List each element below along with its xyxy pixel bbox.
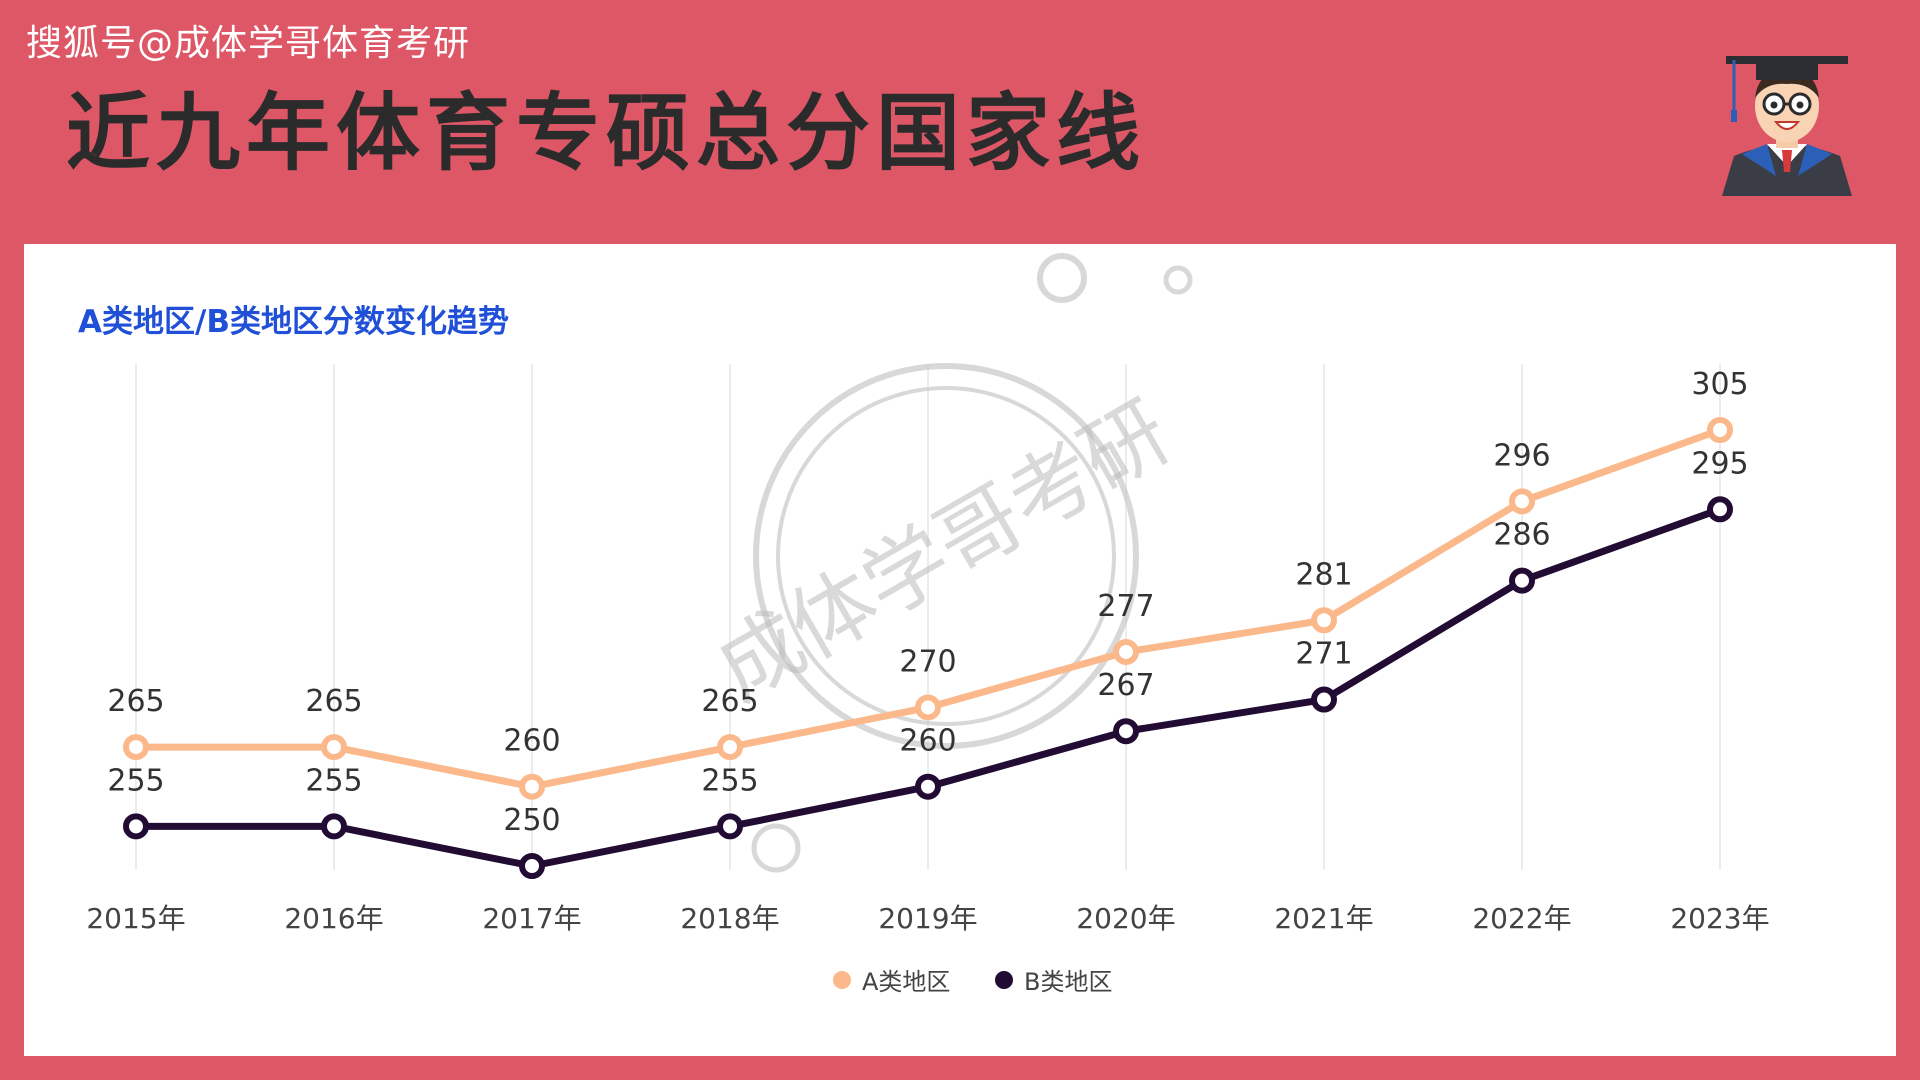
grid-layer xyxy=(135,364,1721,870)
x-tick-label: 2022年 xyxy=(1472,902,1571,935)
data-point xyxy=(1113,638,1139,665)
data-point xyxy=(1509,567,1535,594)
x-tick-label: 2021年 xyxy=(1274,902,1373,935)
x-tick-label: 2017年 xyxy=(482,902,581,935)
legend-label: A类地区 xyxy=(862,968,950,996)
legend-label: B类地区 xyxy=(1024,968,1112,996)
data-point xyxy=(1707,496,1733,523)
data-label: 260 xyxy=(503,724,560,759)
data-point xyxy=(321,813,347,840)
x-tick-label: 2019年 xyxy=(878,902,977,935)
data-label: 255 xyxy=(701,763,758,798)
line-chart: 成体学哥考研 265 265 260 265 270 277 281 296 305 255 255… xyxy=(86,253,1770,996)
data-point xyxy=(123,734,149,761)
data-label: 295 xyxy=(1691,446,1748,481)
data-point xyxy=(717,734,743,761)
chart-panel: 成体学哥考研 265 265 260 265 270 277 281 296 305 255 255… xyxy=(24,244,1896,1056)
data-point xyxy=(1509,488,1535,515)
data-label: 265 xyxy=(305,684,362,719)
legend-swatch xyxy=(995,971,1013,989)
data-point xyxy=(915,773,941,800)
data-label: 305 xyxy=(1691,367,1748,402)
data-point xyxy=(717,813,743,840)
data-point xyxy=(1311,686,1337,713)
data-point xyxy=(519,853,545,879)
x-tick-label: 2015年 xyxy=(86,902,185,935)
data-point xyxy=(321,734,347,761)
data-label: 260 xyxy=(899,724,956,759)
data-point xyxy=(123,813,149,840)
graduate-cartoon-icon xyxy=(1722,56,1852,196)
data-label: 286 xyxy=(1493,518,1550,553)
chart-title: A类地区/B类地区分数变化趋势 xyxy=(78,304,509,340)
data-label: 255 xyxy=(107,763,164,798)
data-label: 250 xyxy=(503,803,560,838)
label-layer: 265 265 260 265 270 277 281 296 305 255 255 250 255 2… xyxy=(107,367,1748,838)
x-tick-label: 2016年 xyxy=(284,902,383,935)
data-label: 265 xyxy=(701,684,758,719)
legend-swatch xyxy=(833,971,851,989)
x-axis: 2015年 2016年 2017年 2018年 2019年 2020年 2021年 2022年… xyxy=(86,902,1769,935)
data-label: 265 xyxy=(107,684,164,719)
data-label: 270 xyxy=(899,644,956,679)
data-point xyxy=(915,694,941,721)
data-label: 277 xyxy=(1097,589,1154,624)
data-point xyxy=(1311,607,1337,634)
data-label: 267 xyxy=(1097,668,1154,703)
data-label: 281 xyxy=(1295,557,1352,592)
x-tick-label: 2020年 xyxy=(1076,902,1175,935)
series-layer xyxy=(123,417,1733,879)
data-point xyxy=(1707,417,1733,443)
data-label: 255 xyxy=(305,763,362,798)
x-tick-label: 2018年 xyxy=(680,902,779,935)
x-tick-label: 2023年 xyxy=(1670,902,1769,935)
data-point xyxy=(1113,718,1139,745)
watermark: 成体学哥考研 xyxy=(700,253,1193,873)
source-text: 搜狐号@成体学哥体育考研 xyxy=(26,23,471,64)
page-title: 近九年体育专硕总分国家线 xyxy=(66,84,1147,182)
data-label: 296 xyxy=(1493,438,1550,473)
data-point xyxy=(519,773,545,800)
data-label: 271 xyxy=(1295,637,1352,672)
legend: A类地区 B类地区 xyxy=(833,968,1112,996)
